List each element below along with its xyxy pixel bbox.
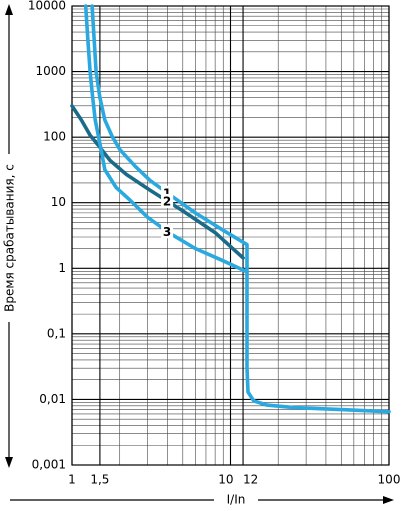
x-tick-label: 12	[243, 473, 258, 487]
label-gap	[161, 193, 174, 208]
y-tick-label: 0,001	[32, 458, 66, 472]
y-tick-label: 0,01	[39, 392, 66, 406]
label-gap	[161, 224, 174, 239]
curve-label: 3	[163, 225, 171, 239]
y-axis-title: Время срабатывания, с	[3, 164, 17, 312]
x-tick-label: 100	[378, 473, 401, 487]
x-tick-label: 10	[218, 473, 233, 487]
y-tick-label: 0,1	[47, 326, 66, 340]
y-tick-label: 100	[43, 130, 66, 144]
axis-arrows	[5, 4, 394, 504]
curve	[70, 104, 245, 260]
x-tick-label: 1,5	[90, 473, 109, 487]
y-tick-label: 1000	[35, 64, 66, 78]
curve-label: 2	[163, 194, 171, 208]
curve-label: 1	[163, 186, 171, 200]
curve	[90, 4, 391, 414]
y-tick-label: 10	[51, 195, 66, 209]
x-axis-title: I/In	[227, 493, 246, 507]
curve	[83, 4, 249, 274]
y-tick-label: 1	[58, 261, 66, 275]
y-tick-label: 10000	[28, 0, 66, 13]
plot-frame	[71, 5, 390, 466]
x-tick-label: 1	[68, 473, 76, 487]
